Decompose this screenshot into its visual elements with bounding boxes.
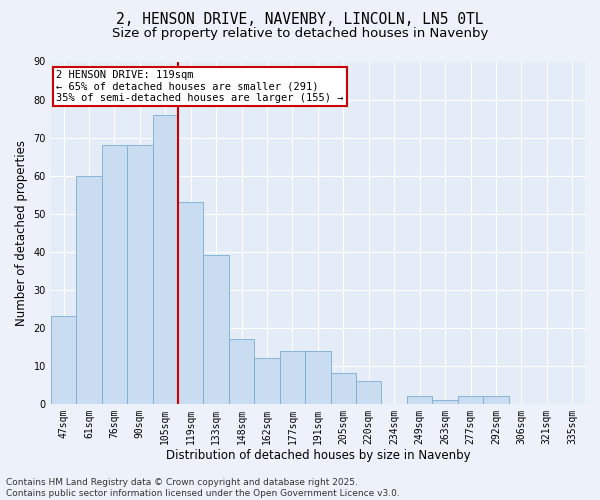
- Bar: [280, 350, 305, 404]
- Bar: [483, 396, 509, 404]
- Text: 2 HENSON DRIVE: 119sqm
← 65% of detached houses are smaller (291)
35% of semi-de: 2 HENSON DRIVE: 119sqm ← 65% of detached…: [56, 70, 344, 103]
- Bar: [229, 339, 254, 404]
- Bar: [254, 358, 280, 404]
- Bar: [203, 256, 229, 404]
- Bar: [356, 381, 382, 404]
- Text: 2, HENSON DRIVE, NAVENBY, LINCOLN, LN5 0TL: 2, HENSON DRIVE, NAVENBY, LINCOLN, LN5 0…: [116, 12, 484, 28]
- Bar: [178, 202, 203, 404]
- Text: Size of property relative to detached houses in Navenby: Size of property relative to detached ho…: [112, 28, 488, 40]
- Bar: [127, 145, 152, 404]
- Bar: [152, 115, 178, 404]
- Bar: [51, 316, 76, 404]
- Bar: [458, 396, 483, 404]
- Bar: [433, 400, 458, 404]
- X-axis label: Distribution of detached houses by size in Navenby: Distribution of detached houses by size …: [166, 450, 470, 462]
- Bar: [331, 374, 356, 404]
- Bar: [407, 396, 433, 404]
- Bar: [76, 176, 101, 404]
- Bar: [305, 350, 331, 404]
- Text: Contains HM Land Registry data © Crown copyright and database right 2025.
Contai: Contains HM Land Registry data © Crown c…: [6, 478, 400, 498]
- Y-axis label: Number of detached properties: Number of detached properties: [15, 140, 28, 326]
- Bar: [101, 145, 127, 404]
